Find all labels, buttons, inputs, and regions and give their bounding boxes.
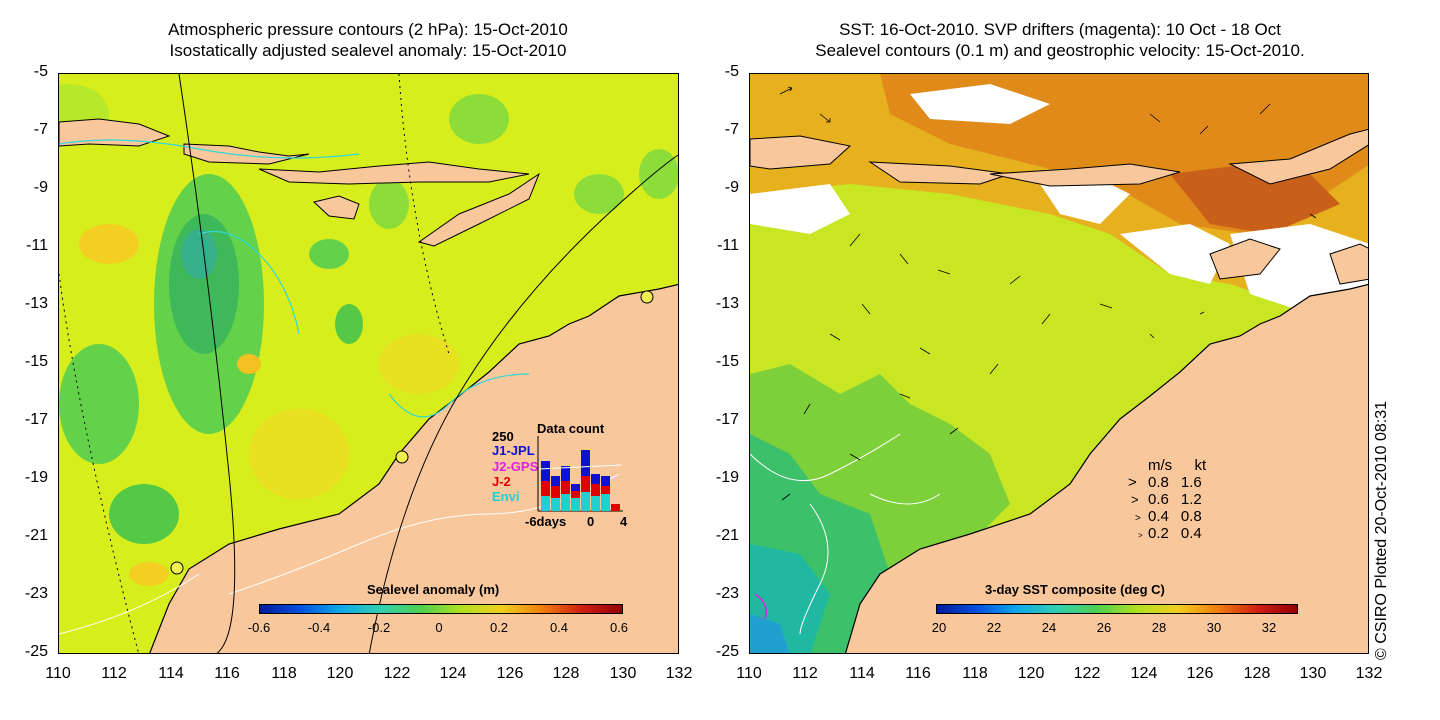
right-y-label-10: -25 — [715, 643, 739, 660]
left-x-label-7: 124 — [439, 665, 467, 682]
right-x-label-1: 112 — [792, 665, 818, 682]
right-x-label-5: 120 — [1017, 665, 1045, 682]
right-title: SST: 16-Oct-2010. SVP drifters (magenta)… — [720, 19, 1400, 61]
right-colorbar-label-4: 28 — [1151, 620, 1167, 635]
left-title: Atmospheric pressure contours (2 hPa): 1… — [58, 19, 678, 61]
velocity-legend-kt-header: kt — [1194, 457, 1207, 474]
data-count-sat-1: J2-GPS — [492, 459, 539, 474]
left-colorbar-label-0: -0.6 — [247, 620, 271, 635]
right-title-line2: Sealevel contours (0.1 m) and geostrophi… — [815, 41, 1305, 60]
data-count-sat-0: J1-JPL — [492, 443, 535, 458]
data-count-sat-2: J-2 — [492, 474, 511, 489]
right-y-label-6: -17 — [715, 411, 739, 428]
right-title-line1: SST: 16-Oct-2010. SVP drifters (magenta)… — [839, 20, 1281, 39]
left-y-label-3: -11 — [26, 237, 48, 254]
left-colorbar-label-5: 0.4 — [549, 620, 569, 635]
sealevel-anomaly-map — [59, 74, 678, 653]
credit-text: © CSIRO Plotted 20-Oct-2010 08:31 — [1373, 400, 1390, 660]
left-x-label-4: 118 — [271, 665, 297, 682]
data-count-xlabel-0: -6days — [525, 514, 567, 529]
right-map-panel[interactable]: m/s kt >0.8 1.6 >0.6 1.2 >0.4 0.8 >0.2 0.4 3… — [749, 73, 1369, 654]
left-x-label-1: 112 — [101, 665, 127, 682]
left-title-line1: Atmospheric pressure contours (2 hPa): 1… — [168, 20, 568, 39]
right-y-label-3: -11 — [717, 237, 739, 254]
right-x-label-8: 126 — [1186, 665, 1214, 682]
left-x-label-8: 126 — [496, 665, 524, 682]
velocity-legend-row-3: >0.2 0.4 — [1138, 525, 1202, 542]
data-count-title: Data count — [537, 421, 605, 436]
left-x-label-3: 116 — [214, 665, 240, 682]
left-x-label-0: 110 — [45, 665, 71, 682]
right-x-label-4: 118 — [962, 665, 988, 682]
right-x-label-0: 110 — [736, 665, 762, 682]
velocity-legend-row-1: >0.6 1.2 — [1131, 491, 1202, 508]
right-y-label-2: -9 — [724, 179, 739, 196]
right-x-label-3: 116 — [905, 665, 931, 682]
right-y-label-5: -15 — [715, 353, 739, 370]
left-x-label-10: 130 — [609, 665, 637, 682]
right-colorbar-title: 3-day SST composite (deg C) — [985, 582, 1165, 597]
left-y-label-1: -7 — [33, 121, 48, 138]
velocity-legend-row-2: >0.4 0.8 — [1135, 508, 1202, 525]
right-x-label-10: 130 — [1299, 665, 1327, 682]
left-colorbar — [259, 604, 623, 614]
left-x-label-2: 114 — [158, 665, 184, 682]
left-colorbar-label-2: -0.2 — [367, 620, 391, 635]
velocity-legend-row-0: >0.8 1.6 — [1128, 474, 1202, 491]
right-y-label-0: -5 — [724, 63, 739, 80]
right-colorbar-label-1: 22 — [986, 620, 1002, 635]
data-count-xlabel-1: 0 — [587, 514, 595, 529]
velocity-legend-ms-header: m/s — [1148, 457, 1173, 474]
right-y-label-8: -21 — [715, 527, 739, 544]
right-colorbar-label-0: 20 — [931, 620, 947, 635]
right-x-label-2: 114 — [849, 665, 875, 682]
right-colorbar-label-2: 24 — [1041, 620, 1057, 635]
left-y-label-8: -21 — [24, 527, 48, 544]
histogram-bars — [541, 450, 620, 511]
left-x-label-6: 122 — [383, 665, 411, 682]
right-x-label-11: 132 — [1355, 665, 1383, 682]
velocity-legend-header: m/s kt — [1148, 457, 1206, 474]
right-colorbar-label-5: 30 — [1206, 620, 1222, 635]
left-y-label-2: -9 — [33, 179, 48, 196]
sst-map — [750, 74, 1368, 653]
right-x-label-9: 128 — [1243, 665, 1271, 682]
left-y-label-4: -13 — [24, 295, 48, 312]
right-y-label-1: -7 — [724, 121, 739, 138]
left-colorbar-title: Sealevel anomaly (m) — [367, 582, 500, 597]
left-title-line2: Isostatically adjusted sealevel anomaly:… — [169, 41, 567, 60]
right-colorbar-label-6: 32 — [1261, 620, 1277, 635]
left-y-label-7: -19 — [24, 469, 48, 486]
right-x-label-6: 122 — [1073, 665, 1101, 682]
left-x-label-5: 120 — [326, 665, 354, 682]
right-y-label-4: -13 — [715, 295, 739, 312]
left-colorbar-label-1: -0.4 — [307, 620, 331, 635]
left-y-label-9: -23 — [24, 585, 48, 602]
left-x-label-11: 132 — [665, 665, 693, 682]
velocity-vectors — [779, 86, 1317, 501]
left-y-label-6: -17 — [24, 411, 48, 428]
right-colorbar-label-3: 26 — [1096, 620, 1112, 635]
data-count-ymax: 250 — [492, 429, 514, 444]
left-y-label-0: -5 — [33, 63, 48, 80]
left-colorbar-label-3: 0 — [435, 620, 443, 635]
data-count-xlabel-2: 4 — [620, 514, 628, 529]
left-map-panel[interactable]: Data count 250 J1-JPL J2-GPS J-2 Envi -6… — [58, 73, 679, 654]
left-y-label-10: -25 — [24, 643, 48, 660]
right-y-label-9: -23 — [715, 585, 739, 602]
data-count-histogram — [537, 436, 623, 512]
left-x-label-9: 128 — [552, 665, 580, 682]
data-count-sat-3: Envi — [492, 489, 520, 504]
right-colorbar — [936, 604, 1298, 614]
left-colorbar-label-6: 0.6 — [609, 620, 629, 635]
right-x-label-7: 124 — [1130, 665, 1158, 682]
left-colorbar-label-4: 0.2 — [489, 620, 509, 635]
left-y-label-5: -15 — [24, 353, 48, 370]
right-y-label-7: -19 — [715, 469, 739, 486]
